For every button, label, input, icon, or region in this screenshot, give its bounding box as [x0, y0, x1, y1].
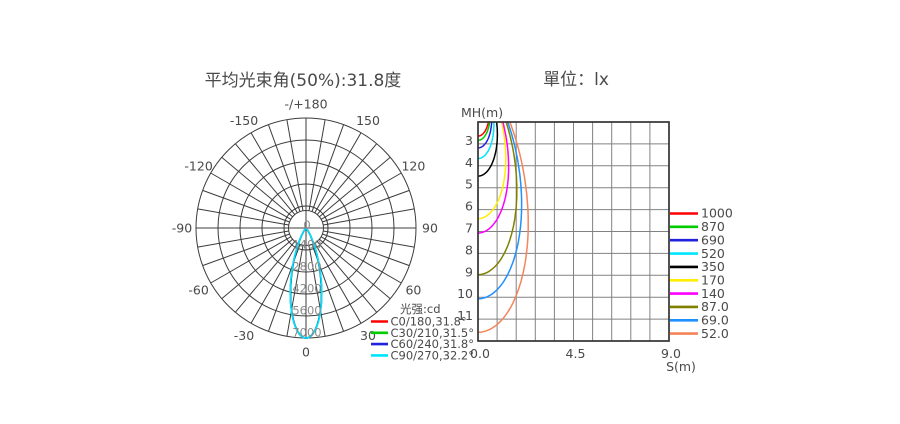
isolux-y-tick-label: 5: [465, 177, 473, 192]
isolux-y-tick-label: 8: [465, 242, 473, 257]
isolux-curve-6: [478, 122, 510, 234]
isolux-curve-7: [478, 122, 518, 276]
polar-beam-curve-3: [289, 227, 323, 339]
isolux-legend-label: 69.0: [701, 313, 729, 328]
polar-legend-label: C30/210,31.5°: [391, 326, 475, 340]
beam-angle-title: 平均光束角(50%):31.8度: [204, 71, 402, 91]
polar-spoke: [323, 230, 415, 248]
polar-spoke: [286, 245, 304, 337]
isolux-y-tick-label: 3: [465, 133, 473, 148]
polar-spoke: [250, 242, 298, 324]
polar-spoke: [221, 238, 293, 300]
polar-spoke: [286, 119, 304, 211]
polar-radial-label: 7000: [292, 326, 321, 340]
polar-legend-title: 光强:cd: [400, 302, 441, 316]
isolux-y-tick-label: 10: [457, 286, 473, 301]
polar-angle-label: -150: [230, 113, 258, 128]
polar-spoke: [323, 208, 415, 226]
isolux-legend-label: 87.0: [701, 299, 729, 314]
polar-legend-label: C0/180,31.8°: [391, 315, 467, 329]
polar-spoke: [316, 143, 378, 215]
polar-spoke: [308, 245, 326, 337]
polar-angle-label: -90: [172, 221, 192, 236]
polar-angle-label: 120: [401, 159, 425, 174]
polar-legend-label: C90/270,32.2°: [391, 348, 475, 362]
isolux-y-tick-label: 6: [465, 199, 473, 214]
polar-angle-label: 60: [405, 283, 421, 298]
isolux-curve-9: [478, 122, 529, 334]
isolux-x-tick-label: 9.0: [661, 346, 681, 361]
polar-spoke: [197, 208, 289, 226]
isolux-y-tick-label: 7: [465, 221, 473, 236]
polar-legend-label: C60/240,31.8°: [391, 337, 475, 351]
isolux-x-tick-label: 4.5: [566, 346, 586, 361]
isolux-curves: [478, 122, 529, 334]
polar-spoke: [319, 156, 391, 218]
isolux-x-tick-label: 0.0: [470, 346, 490, 361]
polar-spoke: [202, 233, 290, 267]
polar-spoke: [308, 119, 326, 211]
polar-angle-label: -30: [234, 328, 254, 343]
isolux-y-tick-label: 9: [465, 264, 473, 279]
isolux-y-tick-label: 4: [465, 155, 473, 170]
polar-radial-label: 1400: [292, 238, 321, 252]
polar-spoke: [320, 172, 402, 220]
isolux-y-tick-label: 11: [457, 308, 473, 323]
isolux-legend-label: 140: [701, 286, 725, 301]
isolux-legend-label: 170: [701, 272, 725, 287]
polar-spoke: [267, 124, 301, 212]
polar-radial-label: 5600: [292, 304, 321, 318]
isolux-legend-label: 52.0: [701, 326, 729, 341]
polar-angle-label: 90: [422, 221, 438, 236]
polar-radial-label: 0: [303, 218, 310, 232]
polar-spoke: [234, 143, 296, 215]
polar-angle-label: -/+180: [284, 97, 327, 112]
polar-spoke: [320, 236, 402, 284]
isolux-plot-border: [477, 121, 670, 342]
polar-spoke: [250, 132, 298, 214]
polar-angle-label: -120: [184, 159, 212, 174]
isolux-curve-1: [478, 122, 491, 142]
polar-spoke: [202, 189, 290, 223]
isolux-x-axis-title: S(m): [666, 359, 696, 374]
polar-spoke: [314, 132, 362, 214]
isolux-y-axis-title: MH(m): [461, 105, 503, 120]
polar-spoke: [316, 241, 378, 313]
polar-spoke: [221, 156, 293, 218]
polar-angle-label: -60: [188, 283, 208, 298]
polar-spoke: [319, 238, 391, 300]
isolux-curve-4: [478, 122, 499, 177]
isolux-legend-label: 520: [701, 246, 725, 261]
polar-spoke: [314, 242, 362, 324]
unit-title: 單位：lx: [543, 70, 609, 90]
isolux-curve-3: [478, 122, 495, 160]
polar-spoke: [322, 189, 410, 223]
isolux-curve-8: [478, 122, 523, 300]
polar-radial-label: 4200: [292, 282, 321, 296]
polar-spoke: [210, 236, 292, 284]
polar-spoke: [210, 172, 292, 220]
isolux-curve-0: [478, 122, 490, 137]
polar-grid: [195, 117, 417, 339]
isolux-legend-label: 690: [701, 232, 725, 247]
isolux-legend-label: 870: [701, 219, 725, 234]
polar-angle-label: 30: [360, 328, 376, 343]
polar-radial-label: 2800: [292, 260, 321, 274]
polar-angle-label: 0: [302, 345, 310, 360]
isolux-grid: [477, 121, 670, 342]
polar-angle-label: 150: [356, 113, 380, 128]
polar-spoke: [311, 124, 345, 212]
isolux-legend-label: 1000: [701, 206, 733, 221]
isolux-legend-label: 350: [701, 259, 725, 274]
polar-spoke: [322, 233, 410, 267]
polar-spoke: [234, 241, 296, 313]
isolux-curve-5: [478, 122, 507, 220]
polar-spoke: [197, 230, 289, 248]
